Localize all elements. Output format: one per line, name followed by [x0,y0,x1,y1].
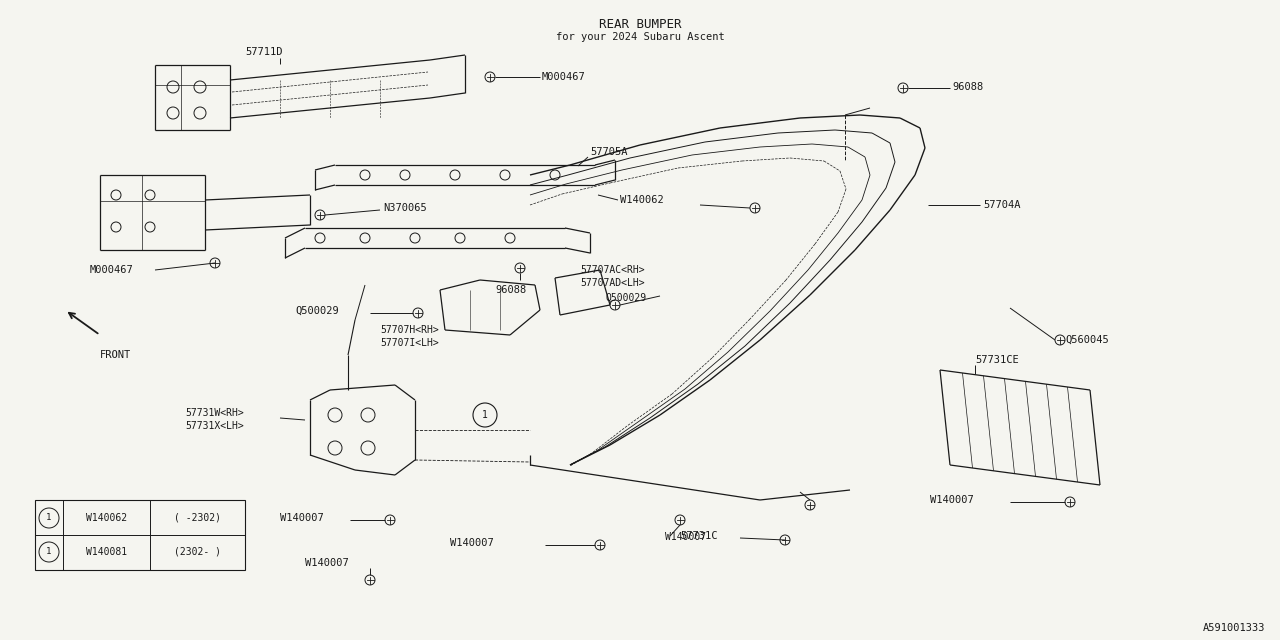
Text: 57731X<LH>: 57731X<LH> [186,421,243,431]
Text: W140007: W140007 [666,532,707,542]
Text: W140081: W140081 [87,547,128,557]
Text: 57707H<RH>: 57707H<RH> [380,325,439,335]
Text: W140062: W140062 [87,513,128,523]
Text: W140007: W140007 [451,538,494,548]
Text: ( -2302): ( -2302) [174,513,220,523]
Text: W140062: W140062 [620,195,664,205]
Text: 1: 1 [46,513,51,522]
Text: 57707I<LH>: 57707I<LH> [380,338,439,348]
Text: 57705A: 57705A [590,147,627,157]
Text: M000467: M000467 [90,265,133,275]
Text: FRONT: FRONT [100,350,132,360]
Text: 57707AD<LH>: 57707AD<LH> [580,278,645,288]
Text: M000467: M000467 [541,72,586,82]
Text: Q560045: Q560045 [1065,335,1108,345]
Text: W140007: W140007 [305,558,348,568]
Text: 1: 1 [483,410,488,420]
Text: A591001333: A591001333 [1202,623,1265,633]
Text: REAR BUMPER: REAR BUMPER [599,18,681,31]
Bar [35,500,244,570]
Text: 57731W<RH>: 57731W<RH> [186,408,243,418]
Text: Q500029: Q500029 [294,306,339,316]
Text: Q500029: Q500029 [605,293,646,303]
Text: for your 2024 Subaru Ascent: for your 2024 Subaru Ascent [556,32,724,42]
Text: 57707AC<RH>: 57707AC<RH> [580,265,645,275]
Text: W140007: W140007 [931,495,974,505]
Text: W140007: W140007 [280,513,324,523]
Text: 57704A: 57704A [983,200,1020,210]
Text: N370065: N370065 [383,203,426,213]
Text: 96088: 96088 [495,285,526,295]
Text: 1: 1 [46,547,51,557]
Text: 57711D: 57711D [244,47,283,57]
Text: 57731C: 57731C [680,531,718,541]
Text: (2302- ): (2302- ) [174,547,220,557]
Text: 96088: 96088 [952,82,983,92]
Text: 57731CE: 57731CE [975,355,1019,365]
